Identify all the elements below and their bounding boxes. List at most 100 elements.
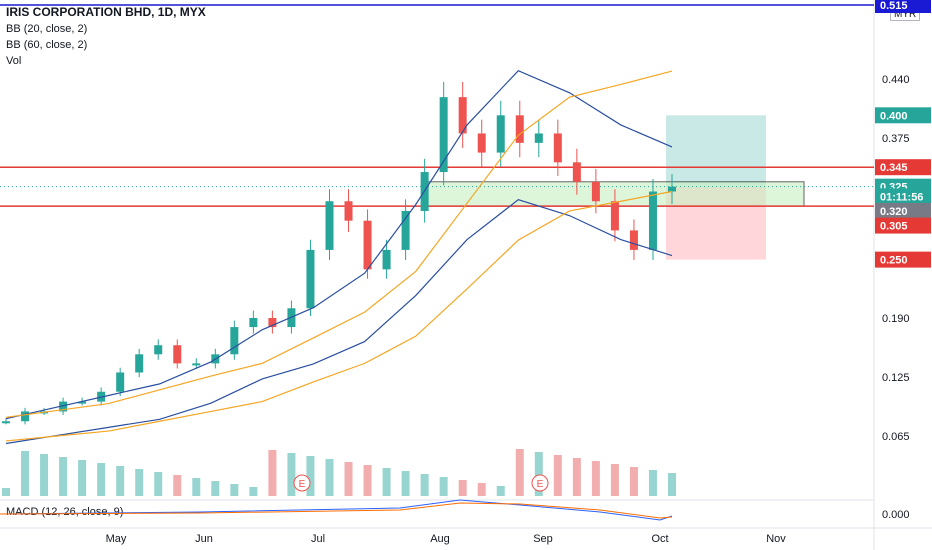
candle-body xyxy=(2,421,10,424)
volume-bar xyxy=(572,458,581,496)
candle-body xyxy=(534,133,543,143)
volume-bar xyxy=(610,464,619,496)
chart-title: IRIS CORPORATION BHD, 1D, MYX xyxy=(6,5,206,19)
earnings-marker xyxy=(531,474,549,492)
candle-body xyxy=(154,345,163,355)
price-badge-label: 0.400 xyxy=(880,110,908,122)
volume-bar xyxy=(154,472,163,496)
price-badge-label: 0.250 xyxy=(880,255,908,267)
candle-body xyxy=(135,354,144,373)
candle-body xyxy=(116,372,125,392)
volume-bar xyxy=(534,452,543,496)
x-tick-label: Jul xyxy=(311,533,325,545)
volume-bar xyxy=(496,486,505,496)
volume-bar xyxy=(591,461,600,496)
candle-body xyxy=(21,411,30,422)
candle-body xyxy=(610,201,619,231)
candle-body xyxy=(553,133,562,163)
y-tick-label: 0.375 xyxy=(882,133,910,145)
earnings-marker xyxy=(293,474,311,492)
macd-signal-line xyxy=(0,502,673,519)
x-tick-label: Jun xyxy=(195,533,213,545)
x-tick-label: Aug xyxy=(430,533,450,545)
bb60-upper xyxy=(5,70,673,418)
price-badge xyxy=(875,217,931,234)
volume-bar xyxy=(59,457,68,496)
volume-bar xyxy=(2,488,10,496)
candle-body xyxy=(325,201,334,250)
price-badge xyxy=(875,107,931,124)
volume-bar xyxy=(382,468,391,496)
volume-bar xyxy=(135,469,144,496)
candle-body xyxy=(401,210,410,250)
volume-bar xyxy=(21,451,30,496)
candle-body xyxy=(344,201,353,221)
volume-bar xyxy=(648,470,657,496)
price-badge xyxy=(875,159,931,176)
volume-bar xyxy=(629,467,638,496)
earnings-marker-label: E xyxy=(537,479,544,490)
volume-bar xyxy=(249,487,258,496)
candle-body xyxy=(382,249,391,270)
candle-body xyxy=(477,133,486,153)
volume-bar xyxy=(211,481,220,496)
price-badge xyxy=(875,251,931,268)
candle-body xyxy=(173,345,182,364)
earnings-marker-label: E xyxy=(299,479,306,490)
volume-bar xyxy=(401,471,410,496)
volume-bar xyxy=(230,484,239,496)
candle-body xyxy=(230,327,239,355)
volume-bar xyxy=(344,462,353,496)
price-badge xyxy=(875,0,931,13)
candle-body xyxy=(496,115,505,153)
x-tick-label: Nov xyxy=(766,533,786,545)
bb20-upper xyxy=(5,69,673,420)
volume-bar xyxy=(78,460,87,496)
price-badge xyxy=(875,202,931,219)
macd-line xyxy=(0,499,673,521)
candle-body xyxy=(668,186,676,192)
y-tick-label: 0.065 xyxy=(882,431,910,443)
candle-body xyxy=(59,401,68,412)
indicator-bb60[interactable]: BB (60, close, 2) xyxy=(6,39,88,51)
price-badge xyxy=(875,188,931,205)
volume-bar xyxy=(420,474,429,496)
volume-bar xyxy=(668,473,676,496)
price-badge-label: 0.305 xyxy=(880,221,908,233)
volume-bar xyxy=(192,478,201,496)
candle-body xyxy=(192,363,201,366)
y-tick-label: 0.190 xyxy=(882,313,910,325)
volume-bar xyxy=(287,453,296,496)
candle-body xyxy=(363,220,372,270)
candle-body xyxy=(629,230,638,250)
x-tick-label: May xyxy=(106,533,127,545)
x-tick-label: Sep xyxy=(533,533,553,545)
candle-body xyxy=(306,249,315,309)
candle-body xyxy=(458,97,467,134)
volume-bar xyxy=(553,455,562,496)
volume-bar xyxy=(268,450,277,496)
volume-bar xyxy=(363,465,372,496)
macd-legend[interactable]: MACD (12, 26, close, 9) xyxy=(6,506,124,518)
indicator-bb20[interactable]: BB (20, close, 2) xyxy=(6,23,88,35)
price-badge-label: 0.345 xyxy=(880,162,908,174)
candle-body xyxy=(591,181,600,202)
price-badge-label: 0.320 xyxy=(880,206,908,218)
volume-bar xyxy=(439,477,448,496)
bb20-lower xyxy=(5,199,673,445)
candle-body xyxy=(572,162,581,182)
price-badge-label: 01:11:56 xyxy=(880,191,923,203)
volume-bar xyxy=(173,475,182,496)
candle-body xyxy=(515,115,524,143)
candle-body xyxy=(78,401,87,404)
volume-bar xyxy=(515,449,524,496)
volume-bar xyxy=(306,456,315,496)
y-tick-label: 0.440 xyxy=(882,74,910,86)
volume-bar xyxy=(97,463,106,496)
profit-zone xyxy=(666,115,766,187)
volume-bar xyxy=(477,483,486,496)
candle-body xyxy=(648,191,657,250)
x-tick-label: Oct xyxy=(651,533,668,545)
indicator-vol[interactable]: Vol xyxy=(6,55,22,67)
